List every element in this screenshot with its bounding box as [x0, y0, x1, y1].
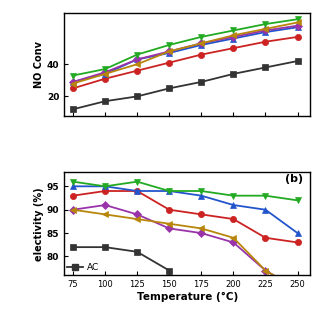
Y-axis label: electivity (%): electivity (%)	[34, 187, 44, 260]
Text: (b): (b)	[285, 174, 303, 184]
X-axis label: Temperature (°C): Temperature (°C)	[137, 292, 238, 302]
Legend: AC: AC	[67, 263, 99, 273]
Y-axis label: NO Conv: NO Conv	[34, 41, 44, 88]
